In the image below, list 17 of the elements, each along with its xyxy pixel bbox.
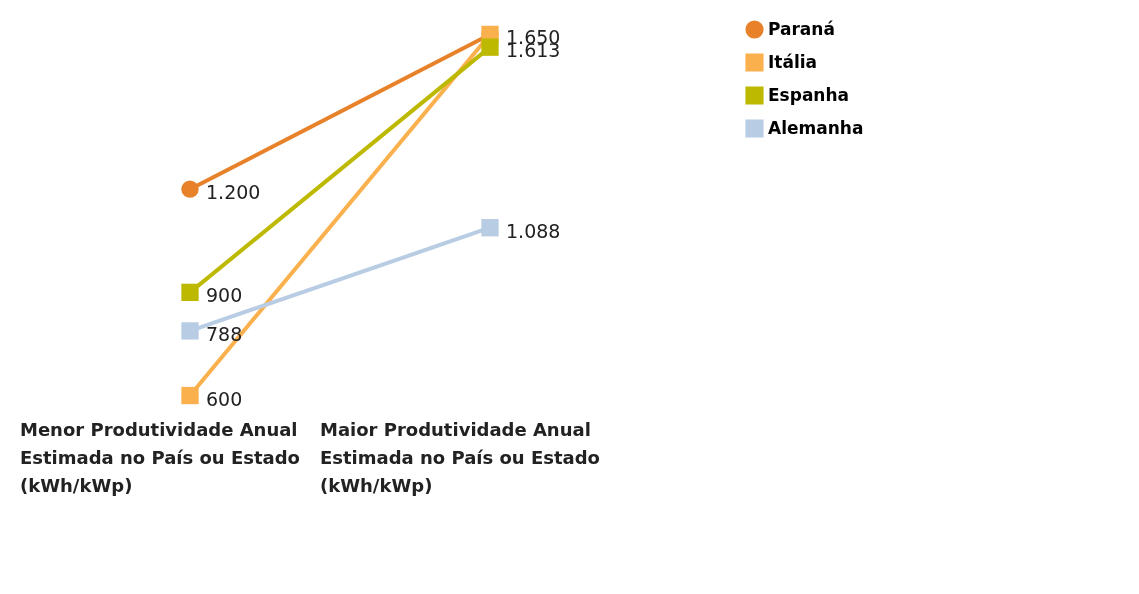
point (181, 322, 199, 340)
data-label: 900 (206, 284, 243, 307)
x-tick-label: Menor Produtividade Anual Estimada no País ou Estado (kWh/kWp) (20, 419, 300, 496)
point (181, 283, 199, 302)
legend-label: Paraná (768, 18, 835, 39)
data-label: 1.200 (206, 181, 261, 204)
point (181, 180, 199, 198)
point (181, 386, 199, 405)
data-label: 1.088 (506, 219, 561, 242)
legend-label: Alemanha (768, 117, 864, 138)
point (481, 38, 499, 56)
data-label: 788 (206, 322, 243, 345)
x-tick-label: Maior Produtividade Anual Estimada no País ou Estado (kWh/kWp) (320, 419, 600, 496)
legend-label: Itália (768, 51, 818, 72)
legend-label: Espanha (768, 84, 850, 105)
point (481, 219, 499, 237)
data-label: 600 (206, 387, 243, 410)
